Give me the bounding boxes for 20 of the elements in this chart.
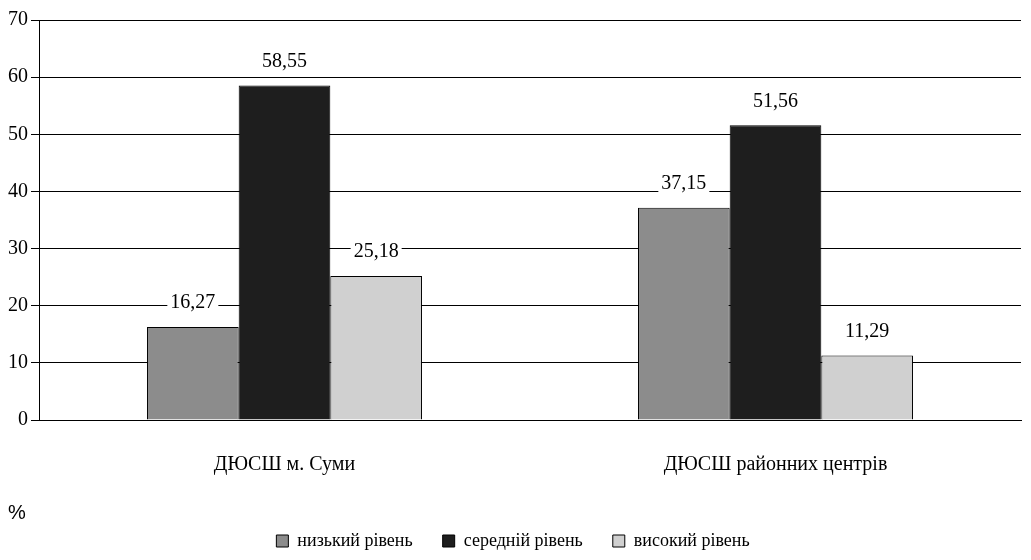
- legend-label: низький рівень: [297, 529, 413, 550]
- data-label: 37,15: [661, 170, 707, 193]
- y-tick-label: 30: [8, 235, 28, 258]
- y-tick-label: 50: [8, 121, 28, 144]
- data-label: 25,18: [353, 239, 399, 262]
- legend-label: середній рівень: [463, 529, 583, 550]
- y-tick-label: 0: [18, 407, 28, 430]
- y-tick-label: 10: [8, 350, 28, 373]
- y-axis-title: %: [8, 500, 26, 523]
- y-tick-label: 60: [8, 64, 28, 87]
- y-tick-label: 40: [8, 178, 28, 201]
- x-tick-label: ДЮСШ районних центрів: [663, 452, 888, 476]
- x-tick-label: ДЮСШ м. Суми: [213, 452, 356, 476]
- legend-label: високий рівень: [633, 529, 750, 550]
- data-label: 11,29: [845, 318, 890, 341]
- data-label: 16,27: [170, 290, 216, 313]
- data-label: 58,55: [262, 48, 307, 71]
- y-tick-label: 20: [8, 292, 28, 315]
- data-label: 51,56: [753, 88, 798, 111]
- y-tick-label: 70: [8, 7, 28, 30]
